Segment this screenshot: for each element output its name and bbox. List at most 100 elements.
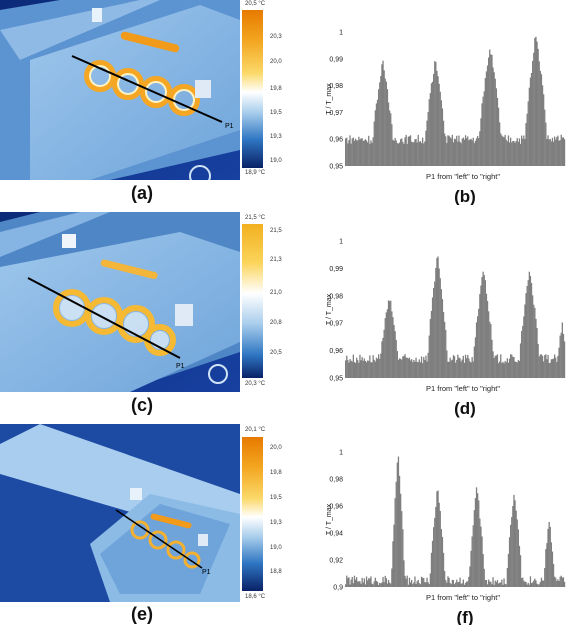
profile-bar bbox=[447, 361, 449, 378]
profile-bar bbox=[414, 576, 416, 587]
profile-bar bbox=[433, 74, 435, 166]
profile-bar bbox=[482, 96, 484, 166]
profile-bar bbox=[518, 545, 521, 587]
profile-bar bbox=[362, 582, 364, 587]
profile-bar bbox=[425, 582, 427, 587]
profile-bar bbox=[538, 61, 540, 166]
profile-bar bbox=[382, 60, 384, 167]
probe-label-c: P1 bbox=[176, 363, 185, 370]
profile-bar bbox=[373, 581, 375, 587]
profile-bar bbox=[508, 142, 511, 166]
profile-bar bbox=[451, 579, 453, 587]
profile-bar bbox=[551, 359, 554, 378]
profile-bar bbox=[374, 361, 376, 378]
y-tick-label: 0,98 bbox=[329, 83, 343, 90]
profile-bar bbox=[406, 357, 408, 378]
profile-bar bbox=[427, 352, 429, 378]
profile-bar bbox=[541, 580, 544, 587]
profile-bar bbox=[452, 580, 455, 587]
profile-bar bbox=[502, 584, 504, 587]
profile-bar bbox=[370, 362, 372, 378]
profile-bar bbox=[467, 136, 469, 166]
profile-bar bbox=[418, 141, 420, 166]
profile-bar bbox=[533, 304, 535, 378]
profile-bar bbox=[560, 575, 562, 587]
profile-bar bbox=[412, 362, 414, 378]
profile-bar bbox=[504, 583, 506, 587]
profile-bar bbox=[434, 517, 436, 587]
profile-bar bbox=[415, 357, 417, 378]
profile-bar bbox=[348, 362, 350, 378]
profile-bar bbox=[538, 584, 540, 587]
profile-bar bbox=[371, 142, 373, 166]
profile-bar bbox=[523, 580, 525, 587]
profile-bar bbox=[389, 110, 391, 166]
profile-bar bbox=[395, 339, 397, 378]
profile-bar bbox=[467, 354, 469, 378]
profile-bar bbox=[515, 141, 517, 166]
profile-bar bbox=[543, 361, 545, 378]
colorbar-tick: 20,5 bbox=[270, 350, 282, 356]
profile-bar bbox=[550, 359, 552, 378]
profile-bar bbox=[392, 541, 394, 587]
profile-bar bbox=[438, 268, 440, 378]
profile-bar bbox=[407, 358, 409, 378]
profile-bar bbox=[504, 134, 506, 166]
profile-bar bbox=[527, 582, 529, 587]
profile-bar bbox=[386, 309, 389, 378]
profile-bar bbox=[459, 141, 461, 166]
y-tick-label: 0,94 bbox=[329, 531, 343, 538]
profile-bar bbox=[444, 133, 446, 166]
profile-bar bbox=[371, 362, 373, 378]
profile-bar bbox=[559, 140, 561, 166]
profile-bar bbox=[427, 112, 429, 166]
profile-bar bbox=[466, 581, 468, 587]
profile-bar bbox=[545, 122, 547, 166]
profile-bar bbox=[550, 141, 552, 166]
profile-bar bbox=[517, 141, 519, 166]
profile-bar bbox=[563, 139, 566, 166]
profile-bar bbox=[352, 354, 354, 378]
y-tick-label: 0,97 bbox=[329, 110, 343, 117]
profile-bar bbox=[450, 138, 452, 166]
profile-bar bbox=[369, 143, 371, 166]
profile-bar bbox=[418, 359, 420, 378]
profile-bar bbox=[390, 583, 392, 587]
profile-bar bbox=[367, 142, 369, 166]
profile-bar bbox=[518, 360, 521, 378]
profile-bar bbox=[483, 568, 485, 587]
profile-bar bbox=[394, 138, 396, 166]
profile-bar bbox=[428, 584, 430, 587]
profile-bar bbox=[378, 354, 380, 378]
profile-bar bbox=[452, 355, 455, 378]
profile-bar bbox=[563, 581, 566, 587]
profile-bar bbox=[409, 582, 412, 587]
profile-bar bbox=[458, 135, 460, 166]
profile-bar bbox=[507, 135, 510, 166]
profile-bar bbox=[489, 581, 491, 587]
profile-bar bbox=[491, 54, 493, 166]
profile-bar bbox=[367, 580, 369, 587]
thermal-image-e: P1 bbox=[0, 424, 240, 602]
profile-bar bbox=[402, 529, 404, 587]
profile-bar bbox=[544, 355, 546, 378]
y-axis-label: T / T_max bbox=[326, 503, 333, 535]
profile-bar bbox=[488, 579, 490, 587]
profile-bar bbox=[415, 138, 417, 166]
profile-bar bbox=[449, 137, 451, 166]
profile-bar bbox=[483, 274, 485, 378]
profile-bar bbox=[471, 140, 473, 166]
profile-bar bbox=[562, 334, 565, 378]
colorbar-tick: 19,0 bbox=[270, 158, 282, 164]
profile-bar bbox=[378, 584, 380, 587]
profile-bar bbox=[431, 297, 434, 378]
y-axis-label: T / T_max bbox=[326, 83, 333, 115]
probe-label-e: P1 bbox=[202, 569, 211, 576]
profile-bar bbox=[514, 500, 516, 587]
profile-bar bbox=[398, 475, 401, 587]
profile-bar bbox=[478, 138, 480, 166]
profile-bar bbox=[406, 143, 408, 166]
profile-bar bbox=[346, 355, 348, 378]
profile-bar bbox=[415, 583, 417, 587]
profile-bar bbox=[525, 581, 527, 587]
